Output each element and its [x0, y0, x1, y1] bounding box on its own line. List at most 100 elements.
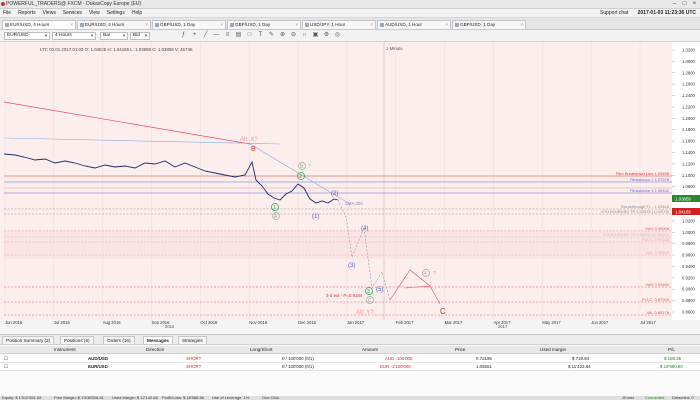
- crosshair-icon[interactable]: +: [192, 32, 197, 38]
- chart-tab[interactable]: USD/JPY, 1 Hour ×: [302, 20, 376, 29]
- price-chart[interactable]: LTC 03.01.2017 01:03 O: 1.04025 H: 1.041…: [0, 42, 700, 330]
- tab-close-icon[interactable]: ×: [370, 22, 373, 27]
- wave-label-q2: ?: [433, 271, 436, 277]
- wave-label-3-paren: (3): [348, 263, 355, 269]
- menu-file[interactable]: File: [3, 10, 12, 16]
- horizontal-line-icon[interactable]: —: [213, 32, 220, 38]
- col-direction[interactable]: Direction: [146, 347, 165, 352]
- tab-close-icon[interactable]: ×: [445, 22, 448, 27]
- chart-icon: [380, 23, 384, 27]
- positions-table-header: Instrument Direction Long/Short Amount P…: [0, 346, 700, 354]
- wave-circle-4: [422, 269, 430, 277]
- menu-reports[interactable]: Reports: [18, 10, 36, 16]
- price-tick-label: 0.8800: [682, 298, 695, 303]
- row-checkbox-icon[interactable]: ☐: [4, 356, 8, 361]
- pencil-icon[interactable]: ✎: [268, 32, 275, 38]
- menu-view[interactable]: View: [89, 10, 100, 16]
- table-row[interactable]: ☐ EUR/USD SHORT 0 / 100'000 (0/1) EUR -1…: [0, 363, 700, 371]
- detached-status: Detached: 0: [672, 395, 694, 400]
- projection-path: [337, 199, 391, 301]
- menu-services[interactable]: Services: [62, 10, 83, 16]
- cell-price: 1.05551: [476, 364, 492, 369]
- level-label: VAH 0.99005: [646, 226, 670, 231]
- price-tick-label: 1.2200: [682, 104, 695, 109]
- wave-circle-a: [272, 212, 280, 220]
- price-tick-label: 1.1000: [682, 173, 695, 178]
- menu-help[interactable]: Help: [131, 10, 143, 16]
- shape-icon[interactable]: □: [247, 32, 252, 38]
- wave-label-4-paren: (4): [361, 226, 368, 232]
- wave-label-4-circle: 4: [424, 271, 427, 277]
- tab-messages[interactable]: Messages: [143, 336, 173, 344]
- time-axis-background: [0, 320, 700, 330]
- col-instrument[interactable]: Instrument: [54, 347, 76, 352]
- instrument-select[interactable]: EUR/USD ▼: [4, 32, 50, 40]
- col-price[interactable]: Price: [455, 347, 466, 352]
- chart-tab[interactable]: EUR/USD, 4 Hours ×: [2, 20, 76, 29]
- time-tick-label: Jun 2017: [591, 320, 609, 325]
- chart-tab[interactable]: GBP/USD, 1 Day ×: [152, 20, 226, 29]
- tab-close-icon[interactable]: ×: [145, 22, 148, 27]
- tab-close-icon[interactable]: ×: [520, 22, 523, 27]
- magnet-icon[interactable]: ∩: [302, 32, 307, 38]
- chart-icon: [230, 23, 234, 27]
- level-label: Resistance 1 1.06432: [630, 188, 669, 193]
- col-pl[interactable]: P/L: [668, 347, 675, 352]
- chart-tab[interactable]: EUR/USD, 4 Hours ×: [77, 20, 151, 29]
- menu-settings[interactable]: Settings: [106, 10, 125, 16]
- cell-pl: $ 18'980.80: [660, 364, 683, 369]
- price-tick-label: 1.1200: [682, 161, 695, 166]
- col-amount[interactable]: Amount: [362, 347, 378, 352]
- indicator-icon[interactable]: ƒ: [181, 32, 186, 38]
- bid-price-tag: [672, 195, 700, 202]
- fibonacci-icon[interactable]: ▤: [235, 32, 242, 38]
- tab-positions[interactable]: Positions (6): [60, 336, 94, 344]
- price-tick-label: 1.2800: [682, 70, 695, 75]
- text-tool-icon[interactable]: T: [258, 32, 263, 38]
- chart-canvas[interactable]: LTC 03.01.2017 01:03 O: 1.04025 H: 1.041…: [0, 42, 700, 330]
- tab-close-icon[interactable]: ×: [295, 22, 298, 27]
- offer-side-select[interactable]: Bid ▼: [130, 32, 150, 40]
- zoom-out-icon[interactable]: ⊖: [290, 32, 297, 38]
- chart-tab[interactable]: AUD/USD, 1 Hour ×: [377, 20, 451, 29]
- tab-close-icon[interactable]: ×: [220, 22, 223, 27]
- chevron-down-icon: ▼: [122, 33, 126, 38]
- tab-orders[interactable]: Orders (16): [103, 336, 135, 344]
- server-clock: 2017-01-03 11:23:36 UTC: [637, 10, 696, 16]
- tab-close-icon[interactable]: ×: [70, 22, 73, 27]
- table-row[interactable]: ☐ AUD/USD SHORT 0 / 100'000 (0/1) AUD -1…: [0, 355, 700, 363]
- close-icon[interactable]: ×: [692, 1, 697, 7]
- menu-views[interactable]: Views: [42, 10, 56, 16]
- support-chat-link[interactable]: Support chat: [600, 10, 629, 16]
- row-checkbox-icon[interactable]: ☐: [4, 364, 8, 369]
- settings-icon[interactable]: ⚙: [323, 32, 330, 38]
- time-tick-label: Jun 2016: [5, 320, 23, 325]
- minimize-icon[interactable]: –: [672, 1, 677, 7]
- title-bar: POWERFUL_TRADERS@ FXCM - DukasCopy Europ…: [0, 0, 700, 9]
- line-tool-icon[interactable]: ╱: [203, 32, 208, 38]
- tab-position-summary[interactable]: Position Summary (2): [2, 336, 55, 344]
- price-tick-label: 1.0200: [682, 218, 695, 223]
- screenshot-icon[interactable]: ◎: [334, 32, 341, 38]
- bottom-tab-strip: Position Summary (2) Positions (6) Order…: [0, 335, 700, 345]
- lock-icon[interactable]: ▣: [312, 32, 319, 38]
- cell-long-short: 0 / 100'000 (0/1): [282, 364, 314, 369]
- period-select[interactable]: 4 Hours ▼: [52, 32, 96, 40]
- bid-price-text: 1.03859: [675, 197, 691, 202]
- col-long-short[interactable]: Long/Short: [250, 347, 273, 352]
- chart-tab[interactable]: GBP/USD, 1 Day ×: [452, 20, 526, 29]
- cell-used-margin: $ 719.84: [572, 356, 590, 361]
- chart-tab[interactable]: GBP/USD, 1 Day ×: [227, 20, 301, 29]
- chart-type-select[interactable]: Bar ▼: [100, 32, 128, 40]
- maximize-icon[interactable]: □: [682, 1, 687, 7]
- time-tick-label: Mar 2017: [445, 320, 463, 325]
- channel-icon[interactable]: ≡: [225, 32, 230, 38]
- ask-price-tag: [672, 208, 700, 215]
- one-click-toggle[interactable]: One Click: [262, 395, 280, 400]
- price-axis-background: [672, 42, 700, 320]
- ask-price-text: 1.04165: [675, 210, 691, 215]
- zoom-in-icon[interactable]: ⊕: [279, 32, 286, 38]
- col-used-margin[interactable]: Used margin: [540, 347, 567, 352]
- tab-strategies[interactable]: Strategies: [178, 336, 207, 344]
- wave-label-alt-x: Alt: X?: [240, 137, 258, 143]
